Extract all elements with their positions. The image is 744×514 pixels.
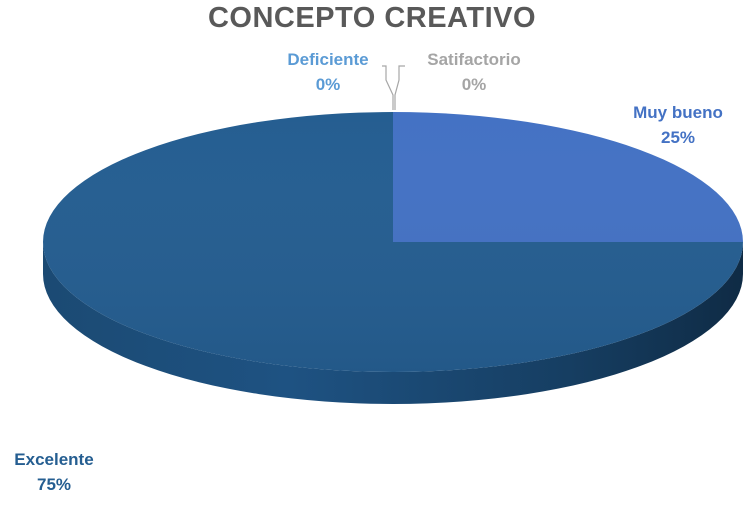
data-label-satifactorio-name: Satifactorio [427,50,521,69]
data-label-deficiente: Deficiente 0% [273,47,383,97]
data-label-muy-bueno: Muy bueno 25% [618,100,738,150]
data-label-muy-bueno-name: Muy bueno [633,103,723,122]
data-label-excelente-value: 75% [36,475,72,494]
chart-title: CONCEPTO CREATIVO [207,2,537,34]
data-label-muy-bueno-value: 25% [660,128,696,147]
data-label-satifactorio: Satifactorio 0% [409,47,539,97]
leader-line-deficiente [382,65,394,110]
data-label-deficiente-name: Deficiente [287,50,369,69]
data-label-excelente-name: Excelente [14,450,94,469]
pie-top-shading [43,112,743,372]
data-label-excelente: Excelente 75% [0,447,108,497]
pie-side-wall [43,242,743,404]
data-label-satifactorio-value: 0% [461,75,487,94]
leader-line-satifactorio [394,65,405,110]
data-label-deficiente-value: 0% [315,75,341,94]
